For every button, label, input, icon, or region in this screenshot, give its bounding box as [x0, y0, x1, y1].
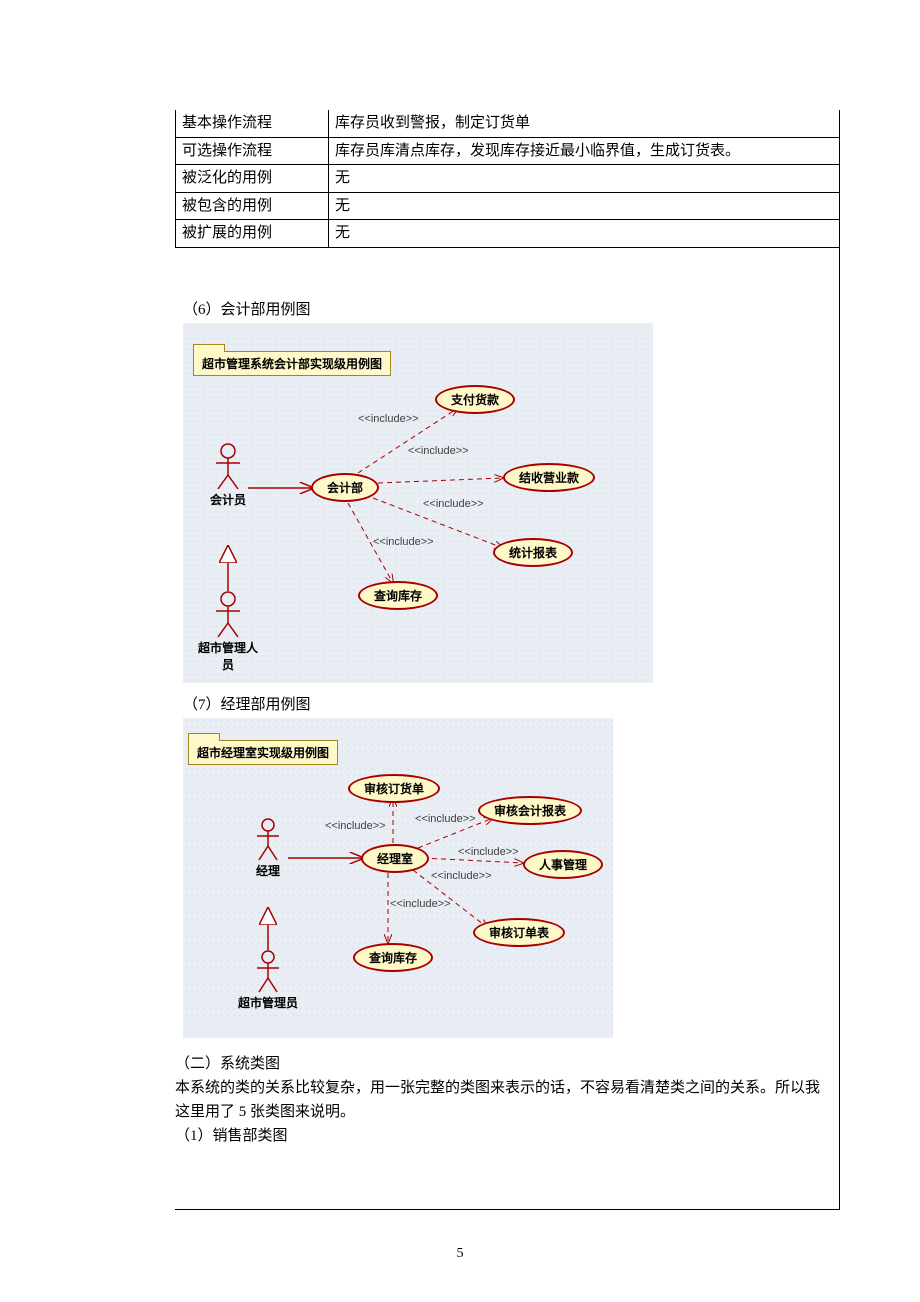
- uc-report: 统计报表: [493, 538, 573, 567]
- uc-pay: 支付货款: [435, 385, 515, 414]
- cell: 被泛化的用例: [176, 165, 329, 193]
- include-label: <<include>>: [373, 536, 434, 548]
- actor-label: 经理: [233, 862, 303, 879]
- heading-6: （6）会计部用例图: [183, 298, 839, 319]
- section2-heading: （二）系统类图: [175, 1052, 831, 1076]
- include-label: <<include>>: [358, 413, 419, 425]
- actor-store-admin: 超市管理员: [233, 950, 303, 1011]
- uc-audit-list: 审核订单表: [473, 918, 565, 947]
- cell: 可选操作流程: [176, 137, 329, 165]
- uc-audit-report: 审核会计报表: [478, 796, 582, 825]
- cell: 被包含的用例: [176, 192, 329, 220]
- include-label: <<include>>: [390, 898, 451, 910]
- table-row: 被包含的用例无: [176, 192, 840, 220]
- include-label: <<include>>: [423, 498, 484, 510]
- uc-hr: 人事管理: [523, 850, 603, 879]
- table-row: 可选操作流程库存员库清点库存，发现库存接近最小临界值，生成订货表。: [176, 137, 840, 165]
- table-row: 基本操作流程库存员收到警报，制定订货单: [176, 110, 840, 137]
- usecase-diagram-manager: 超市经理室实现级用例图: [183, 718, 613, 1038]
- include-label: <<include>>: [415, 813, 476, 825]
- include-label: <<include>>: [408, 445, 469, 457]
- actor-manager: 经理: [233, 818, 303, 879]
- uc-query-stock: 查询库存: [353, 943, 433, 972]
- uc-audit-order: 审核订货单: [348, 774, 440, 803]
- cell: 无: [329, 165, 840, 193]
- heading-7: （7）经理部用例图: [183, 693, 839, 714]
- include-label: <<include>>: [325, 820, 386, 832]
- cell: 基本操作流程: [176, 110, 329, 137]
- section2-body: 本系统的类的关系比较复杂，用一张完整的类图来表示的话，不容易看清楚类之间的关系。…: [175, 1076, 831, 1124]
- cell: 无: [329, 192, 840, 220]
- cell: 库存员收到警报，制定订货单: [329, 110, 840, 137]
- actor-label: 会计员: [193, 491, 263, 508]
- uc-hub: 经理室: [361, 844, 429, 873]
- content-frame: 基本操作流程库存员收到警报，制定订货单 可选操作流程库存员库清点库存，发现库存接…: [175, 110, 840, 1210]
- diagram-title: 超市经理室实现级用例图: [188, 740, 338, 765]
- cell: 库存员库清点库存，发现库存接近最小临界值，生成订货表。: [329, 137, 840, 165]
- table-row: 被泛化的用例无: [176, 165, 840, 193]
- actor-accountant: 会计员: [193, 443, 263, 508]
- table-row: 被扩展的用例无: [176, 220, 840, 248]
- page: 基本操作流程库存员收到警报，制定订货单 可选操作流程库存员库清点库存，发现库存接…: [0, 0, 920, 1302]
- cell: 无: [329, 220, 840, 248]
- spec-table: 基本操作流程库存员收到警报，制定订货单 可选操作流程库存员库清点库存，发现库存接…: [175, 110, 839, 248]
- actor-store-admin: 超市管理人员: [193, 591, 263, 673]
- diagram-title: 超市管理系统会计部实现级用例图: [193, 351, 391, 376]
- usecase-diagram-accounting: 超市管理系统会计部实现级用例图: [183, 323, 653, 683]
- actor-label: 超市管理人员: [193, 639, 263, 673]
- uc-hub: 会计部: [311, 473, 379, 502]
- uc-revenue: 结收营业款: [503, 463, 595, 492]
- page-number: 5: [0, 1246, 920, 1262]
- cell: 被扩展的用例: [176, 220, 329, 248]
- section2-sub1: （1）销售部类图: [175, 1124, 831, 1148]
- include-label: <<include>>: [431, 870, 492, 882]
- actor-label: 超市管理员: [233, 994, 303, 1011]
- uc-query: 查询库存: [358, 581, 438, 610]
- include-label: <<include>>: [458, 846, 519, 858]
